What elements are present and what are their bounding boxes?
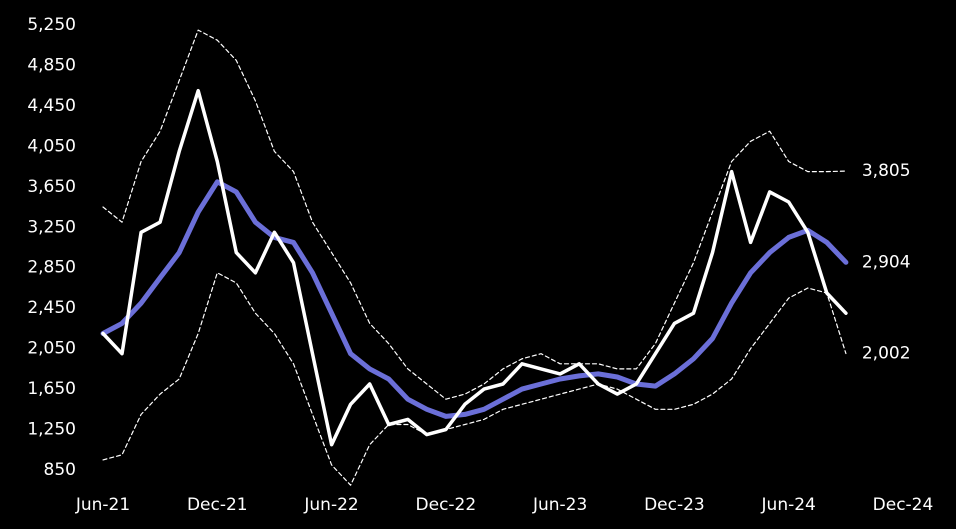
end-label: 2,904: [862, 252, 911, 272]
y-tick-label: 1,250: [27, 420, 76, 440]
series-line: [102, 272, 847, 486]
y-tick-label: 4,050: [27, 136, 76, 156]
x-tick-label: Jun-24: [761, 495, 816, 515]
series-line: [100, 179, 849, 419]
y-tick-label: 4,450: [27, 96, 76, 116]
end-label: 2,002: [862, 343, 911, 363]
y-tick-label: 5,250: [27, 15, 76, 35]
y-tick-label: 2,450: [27, 298, 76, 318]
y-tick-label: 1,650: [27, 379, 76, 399]
x-tick-label: Dec-22: [416, 495, 477, 515]
y-tick-label: 4,850: [27, 55, 76, 75]
y-tick-label: 2,850: [27, 258, 76, 278]
x-tick-label: Jun-22: [303, 495, 358, 515]
series-line: [102, 29, 847, 400]
x-tick-label: Dec-24: [873, 495, 934, 515]
x-tick-label: Jun-21: [75, 495, 130, 515]
series-line: [101, 88, 848, 447]
y-tick-label: 3,250: [27, 217, 76, 237]
y-tick-label: 2,050: [27, 339, 76, 359]
y-tick-label: 3,650: [27, 177, 76, 197]
end-label: 3,805: [862, 161, 911, 181]
x-tick-label: Dec-21: [187, 495, 248, 515]
x-tick-label: Dec-23: [644, 495, 705, 515]
y-tick-label: 850: [44, 460, 76, 480]
x-tick-label: Jun-23: [532, 495, 587, 515]
